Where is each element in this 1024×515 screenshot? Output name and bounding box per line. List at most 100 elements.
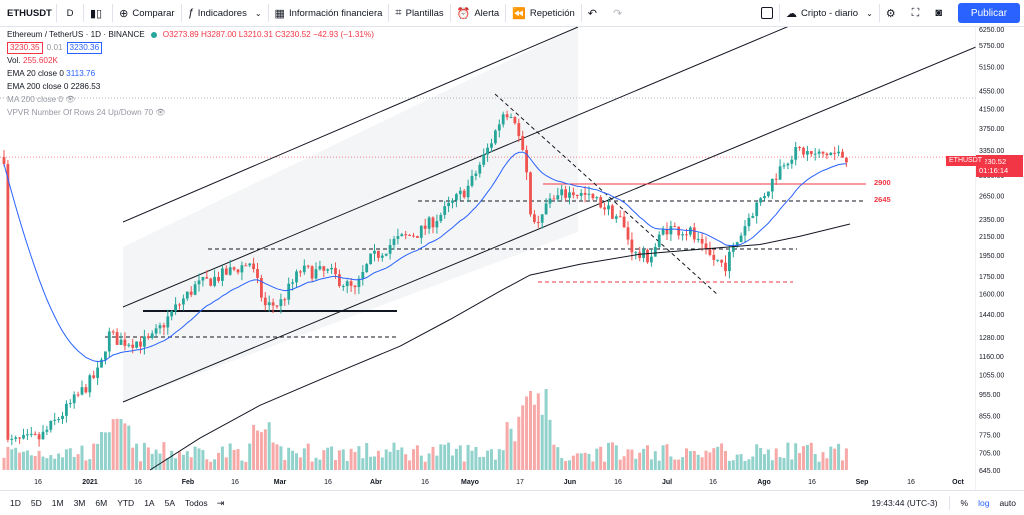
chevron-down-icon: ⌄ (866, 8, 873, 18)
log-toggle[interactable]: log (978, 498, 990, 508)
volume-bar (837, 443, 841, 470)
volume-bar (259, 432, 263, 470)
candle-body (279, 299, 283, 307)
candle-body (72, 394, 76, 404)
volume-bar (131, 447, 135, 470)
price-tick-label: 1440.00 (979, 312, 1004, 319)
percent-toggle[interactable]: % (960, 498, 969, 508)
range-ytd[interactable]: YTD (117, 498, 135, 508)
candle-body (318, 266, 322, 270)
legend-ma200-row[interactable]: MA 200 close 0 👁 (7, 93, 374, 106)
volume-bar (731, 460, 735, 470)
volume-bar (759, 447, 763, 470)
candle-body (189, 291, 193, 295)
range-6m[interactable]: 6M (95, 498, 108, 508)
volume-bar (162, 442, 166, 470)
price-scale[interactable]: 6250.00 5750.00 5150.00 4550.00 4150.00 3750.… (976, 27, 1024, 490)
range-1y[interactable]: 1A (144, 498, 155, 508)
volume-bar (64, 449, 68, 470)
candle-body (37, 434, 41, 440)
candle-body (685, 234, 688, 236)
snapshot-button[interactable]: ◙ (929, 0, 952, 26)
indicators-button[interactable]: ƒ Indicadores (182, 0, 253, 26)
select-layout-button[interactable] (755, 0, 779, 26)
eye-off-icon[interactable]: 👁 (65, 95, 76, 104)
range-5y[interactable]: 5A (164, 498, 175, 508)
volume-bar (376, 450, 380, 470)
volume-bar (599, 446, 603, 470)
symbol-label: ETHUSDT (7, 7, 52, 19)
candle-body (708, 248, 712, 255)
financials-button[interactable]: ▦ Información financiera (269, 0, 389, 26)
candle-body (614, 216, 618, 219)
last-price-tag (976, 155, 1023, 177)
publish-button[interactable]: Publicar (958, 3, 1020, 23)
time-tick-label: Mayo (461, 479, 479, 486)
layout-name-button[interactable]: ☁ Cripto - diario (780, 0, 864, 26)
volume-bar (193, 446, 197, 470)
symbol-search[interactable]: ETHUSDT (0, 0, 56, 26)
candle-body (505, 114, 509, 118)
candles-icon: ▮▯ (90, 7, 103, 20)
time-scale[interactable]: 16 2021 16 Feb 16 Mar 16 Abr 16 Mayo 17 Jun 16 Jul 16 A… (0, 473, 976, 489)
legend-ema20-row[interactable]: EMA 20 close 0 3113.76 (7, 67, 374, 80)
bid-price[interactable]: 3230.35 (7, 41, 43, 54)
clock[interactable]: 19:43:44 (UTC-3) (871, 498, 938, 508)
legend-bid-ask-row: 3230.35 0.01 3230.36 (7, 41, 374, 54)
volume-bar (240, 460, 244, 470)
indicators-dropdown[interactable]: ⌄ (253, 0, 268, 26)
range-3m[interactable]: 3M (73, 498, 86, 508)
chart-type-button[interactable]: ▮▯ (84, 0, 112, 26)
volume-bar (146, 447, 150, 470)
range-1m[interactable]: 1M (51, 498, 64, 508)
volume-bar (747, 459, 751, 470)
candle-body (193, 284, 197, 295)
eye-off-icon[interactable]: 👁 (155, 108, 166, 117)
time-tick-label: 16 (231, 479, 239, 486)
volume-bar (49, 455, 53, 470)
price-tick-label: 5150.00 (979, 65, 1004, 72)
price-chart[interactable]: 2900 2645 (0, 27, 976, 490)
ask-price[interactable]: 3230.36 (66, 41, 103, 54)
fullscreen-button[interactable]: ⛶ (906, 0, 930, 26)
candle-body (244, 265, 248, 267)
volume-bar (525, 396, 529, 470)
range-5d[interactable]: 5D (30, 498, 42, 508)
top-toolbar: ETHUSDT D ▮▯ ⊕ Comparar ƒ Indicadores ⌄ ▦ I… (0, 0, 1024, 27)
interval-button[interactable]: D (57, 0, 83, 26)
range-1d[interactable]: 1D (10, 498, 21, 508)
layout-dropdown[interactable]: ⌄ (864, 0, 879, 26)
candle-body (92, 375, 96, 378)
volume-bar (349, 448, 353, 470)
volume-bar (76, 454, 80, 470)
templates-button[interactable]: ⌗ Plantillas (389, 0, 449, 26)
volume-bar (774, 448, 778, 470)
auto-toggle[interactable]: auto (999, 498, 1016, 508)
volume-bar (509, 428, 513, 470)
date-range-icon[interactable]: ⇥ (216, 497, 225, 508)
volume-bar (263, 429, 267, 470)
volume-bar (844, 448, 848, 470)
candle-body (236, 269, 240, 273)
legend-ema200-row[interactable]: EMA 200 close 0 2286.53 (7, 80, 374, 93)
undo-button[interactable]: ↶ (582, 0, 607, 26)
volume-bar (735, 454, 739, 470)
compare-button[interactable]: ⊕ Comparar (113, 0, 180, 26)
redo-button[interactable]: ↷ (607, 0, 632, 26)
alert-button[interactable]: ⏰ Alerta (451, 0, 506, 26)
settings-button[interactable]: ⚙ (880, 0, 906, 26)
volume-bar (782, 457, 786, 470)
volume-bar (451, 455, 454, 470)
volume-bar (595, 448, 599, 470)
replay-button[interactable]: ⏪ Repetición (506, 0, 581, 26)
candle-body (84, 387, 88, 393)
legend-vpvr-row[interactable]: VPVR Number Of Rows 24 Up/Down 70 👁 (7, 106, 374, 119)
replay-label: Repetición (529, 7, 575, 19)
price-tick-label: 775.00 (979, 432, 1001, 439)
candle-body (829, 152, 833, 156)
fullscreen-icon: ⛶ (911, 6, 920, 19)
legend-volume-row[interactable]: Vol. 255.602K (7, 54, 374, 67)
candle-body (88, 375, 92, 393)
templates-label: Plantillas (405, 7, 444, 19)
range-all[interactable]: Todos (185, 498, 208, 508)
